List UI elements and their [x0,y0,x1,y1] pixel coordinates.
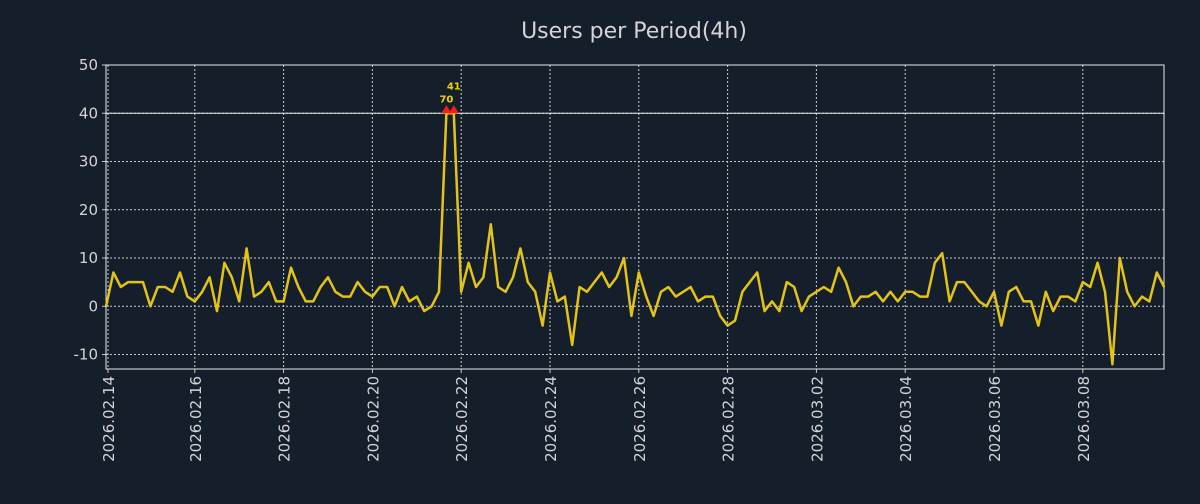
x-tick-label: 2026.03.02 [808,376,826,462]
x-axis: 2026.02.14 2026.02.16 2026.02.18 2026.02.20… [100,369,1093,462]
x-tick-label: 2026.02.28 [720,376,738,462]
y-tick-label: 40 [79,104,98,122]
clip-marker [441,105,452,114]
x-tick-label: 2026.02.18 [276,376,294,462]
plot-frame [105,64,1165,370]
y-tick-label: -10 [74,346,99,364]
clip-marker [448,105,459,114]
y-tick-label: 50 [79,56,98,74]
grid-lines [106,64,1164,369]
y-tick-label: 30 [79,153,98,171]
x-tick-label: 2026.02.16 [187,376,205,462]
x-tick-label: 2026.02.14 [100,376,118,462]
y-axis: -10 0 10 20 30 40 50 [74,56,106,364]
x-tick-label: 2026.02.22 [453,376,471,462]
users-series-line [104,112,1166,366]
y-tick-label: 20 [79,201,98,219]
clip-value-label: 70 [439,94,453,105]
clip-value-label: 41 [447,81,461,92]
x-tick-label: 2026.03.04 [897,376,915,462]
x-tick-label: 2026.02.26 [631,376,649,462]
x-tick-label: 2026.02.24 [542,376,560,462]
x-tick-label: 2026.03.06 [986,376,1004,462]
y-tick-label: 10 [79,249,98,267]
x-tick-label: 2026.02.20 [364,376,382,462]
chart-title: Users per Period(4h) [521,19,747,44]
y-tick-label: 0 [88,297,98,315]
x-tick-label: 2026.03.08 [1075,376,1093,462]
